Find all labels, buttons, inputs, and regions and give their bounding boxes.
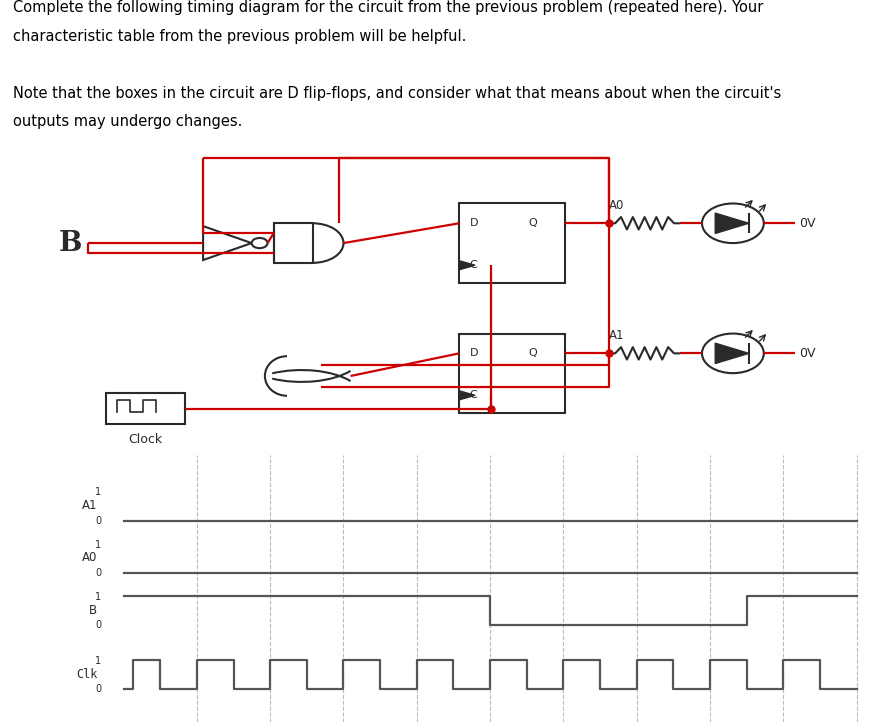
Text: A1: A1: [81, 499, 97, 512]
Polygon shape: [715, 343, 749, 364]
Text: 1: 1: [95, 487, 102, 497]
Text: D: D: [470, 218, 479, 228]
Bar: [459, 334, 565, 413]
Text: Q: Q: [528, 218, 537, 228]
Text: Complete the following timing diagram for the circuit from the previous problem : Complete the following timing diagram fo…: [13, 0, 764, 15]
Text: B: B: [89, 604, 97, 617]
Bar: [106, 393, 185, 424]
Text: B: B: [59, 230, 82, 256]
Text: A0: A0: [82, 552, 97, 565]
Text: outputs may undergo changes.: outputs may undergo changes.: [13, 114, 243, 129]
Bar: [459, 204, 565, 282]
Text: A1: A1: [609, 329, 625, 342]
Text: Q: Q: [528, 348, 537, 358]
Text: 0: 0: [95, 684, 102, 694]
Text: 0V: 0V: [799, 217, 816, 230]
Text: D: D: [470, 348, 479, 358]
Text: 0: 0: [95, 568, 102, 578]
Polygon shape: [459, 261, 475, 270]
Text: Clock: Clock: [129, 432, 162, 445]
Bar: [274, 223, 313, 263]
Text: 0V: 0V: [799, 347, 816, 360]
Text: characteristic table from the previous problem will be helpful.: characteristic table from the previous p…: [13, 29, 466, 43]
Text: 0: 0: [95, 516, 102, 526]
Text: 1: 1: [95, 592, 102, 602]
Text: A0: A0: [609, 199, 624, 212]
Text: Clk: Clk: [76, 668, 97, 681]
Text: Note that the boxes in the circuit are D flip-flops, and consider what that mean: Note that the boxes in the circuit are D…: [13, 86, 781, 101]
Text: 1: 1: [95, 540, 102, 549]
Polygon shape: [459, 391, 475, 400]
Text: 0: 0: [95, 620, 102, 630]
Text: 1: 1: [95, 656, 102, 666]
Polygon shape: [715, 213, 749, 233]
Text: C: C: [470, 391, 478, 400]
Text: C: C: [470, 260, 478, 270]
